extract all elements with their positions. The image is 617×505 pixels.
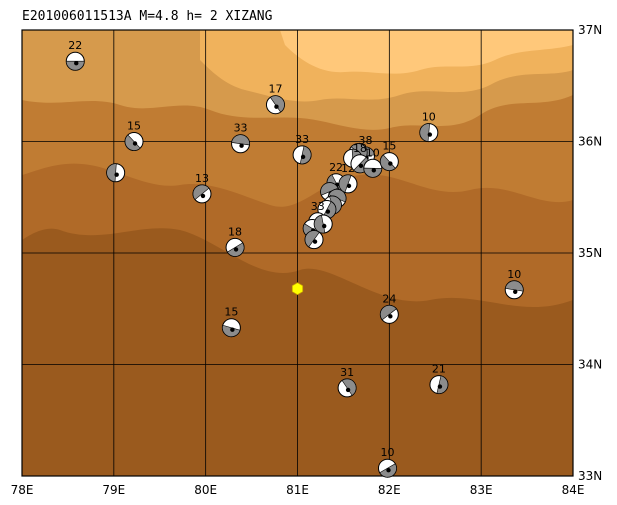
lon-tick-label: 78E: [11, 483, 34, 497]
lat-tick-label: 33N: [578, 469, 602, 483]
beachball-compression: [436, 375, 449, 394]
epicenter-layer: [291, 282, 304, 296]
beachball-compression: [341, 378, 357, 396]
depth-label: 38: [358, 134, 372, 147]
beachball-compression: [65, 60, 85, 71]
beachball: [106, 163, 126, 183]
depth-label: 10: [422, 111, 436, 124]
map-title: E201006011513A M=4.8 h= 2 XIZANG: [22, 9, 273, 24]
beachball: 17: [265, 83, 285, 115]
beachball-axis-dot: [233, 247, 239, 252]
depth-label: 18: [353, 142, 367, 155]
depth-label: 15: [127, 120, 141, 133]
beachball-compression: [380, 305, 397, 321]
beachball: 18: [225, 225, 245, 257]
beachball: 15: [221, 306, 241, 338]
lon-tick-label: 84E: [562, 483, 585, 497]
beachball-compression: [504, 280, 524, 292]
lon-tick-label: 83E: [470, 483, 493, 497]
beachball-axis-dot: [427, 132, 433, 137]
beachball-axis-dot: [312, 239, 318, 244]
depth-label: 15: [224, 306, 238, 319]
beachball-axis-dot: [230, 327, 235, 332]
beachball: 13: [192, 172, 212, 204]
beachball-axis-dot: [114, 172, 119, 177]
lat-tick-label: 35N: [578, 246, 602, 260]
terrain-layer: [22, 30, 573, 476]
beachball: 22: [65, 39, 85, 71]
terrain-band-peak: [280, 30, 573, 74]
beachball-axis-dot: [386, 467, 391, 473]
beachball: [313, 214, 333, 234]
depth-label: 18: [228, 225, 242, 238]
depth-label: 10: [366, 146, 380, 159]
depth-label: 33: [295, 133, 309, 146]
beachball: 31: [337, 366, 357, 398]
beachball: 33: [292, 133, 312, 165]
beachball-compression: [192, 184, 210, 200]
beachball: [304, 230, 324, 250]
beachball: 10: [377, 446, 397, 478]
beachball-compression: [299, 145, 312, 165]
beachball-axis-dot: [200, 193, 206, 199]
depth-label: 33: [234, 122, 248, 135]
depth-label: 24: [382, 292, 396, 305]
lon-tick-label: 81E: [286, 483, 309, 497]
beachball-compression: [304, 230, 320, 248]
lat-tick-label: 34N: [578, 358, 602, 372]
beachball-axis-dot: [132, 141, 138, 146]
map-frame: [21, 29, 574, 477]
beachball-compression: [363, 167, 383, 178]
beachball-compression: [320, 182, 339, 196]
beachball: 24: [379, 292, 399, 324]
epicenter-marker: [291, 282, 304, 296]
lon-tick-label: 82E: [378, 483, 401, 497]
depth-label: 15: [382, 140, 396, 153]
beachball: 15: [124, 120, 144, 151]
beachball-axis-dot: [513, 289, 518, 294]
lat-tick-label: 36N: [578, 135, 602, 149]
beachball: 10: [363, 146, 383, 178]
beachball-compression: [269, 95, 285, 113]
beachball: 12: [338, 162, 358, 194]
beachball: 10: [419, 111, 439, 143]
beachball-axis-dot: [325, 209, 331, 214]
beachball-axis-dot: [274, 104, 279, 109]
lon-tick-label: 80E: [194, 483, 217, 497]
graticule: [22, 30, 573, 476]
depth-label: 22: [68, 39, 82, 52]
depth-label: 10: [507, 268, 521, 281]
beachball-axis-dot: [358, 163, 364, 168]
beachball-compression: [231, 134, 250, 146]
beachball-axis-dot: [345, 387, 351, 393]
beachball: 10: [504, 268, 524, 300]
depth-label: 33: [311, 200, 325, 213]
lon-tick-label: 79E: [102, 483, 125, 497]
beachball-axis-dot: [300, 154, 306, 160]
beachball-axis-dot: [239, 143, 244, 148]
longitude-labels: 78E 79E 80E 81E 82E 83E 84E: [11, 483, 585, 497]
beachball-axis-dot: [346, 183, 352, 189]
depth-label: 13: [195, 172, 209, 185]
depth-label: 17: [268, 83, 282, 96]
latitude-labels: 33N 34N 35N 36N 37N: [578, 23, 602, 483]
beachball-axis-dot: [371, 168, 377, 173]
beachball-axis-dot: [388, 161, 393, 166]
depth-label: 31: [340, 366, 354, 379]
beachball: 33: [231, 122, 251, 154]
depth-label: 10: [380, 446, 394, 459]
beachball: 15: [379, 140, 399, 172]
beachball: 21: [429, 363, 449, 395]
lat-tick-label: 37N: [578, 23, 602, 37]
beachball-axis-dot: [74, 61, 79, 66]
depth-label: 21: [432, 363, 446, 376]
depth-label: 22: [329, 161, 343, 174]
beachball-axis-dot: [437, 384, 443, 389]
beachball-axis-dot: [388, 314, 393, 319]
beachball-axis-dot: [322, 223, 327, 229]
